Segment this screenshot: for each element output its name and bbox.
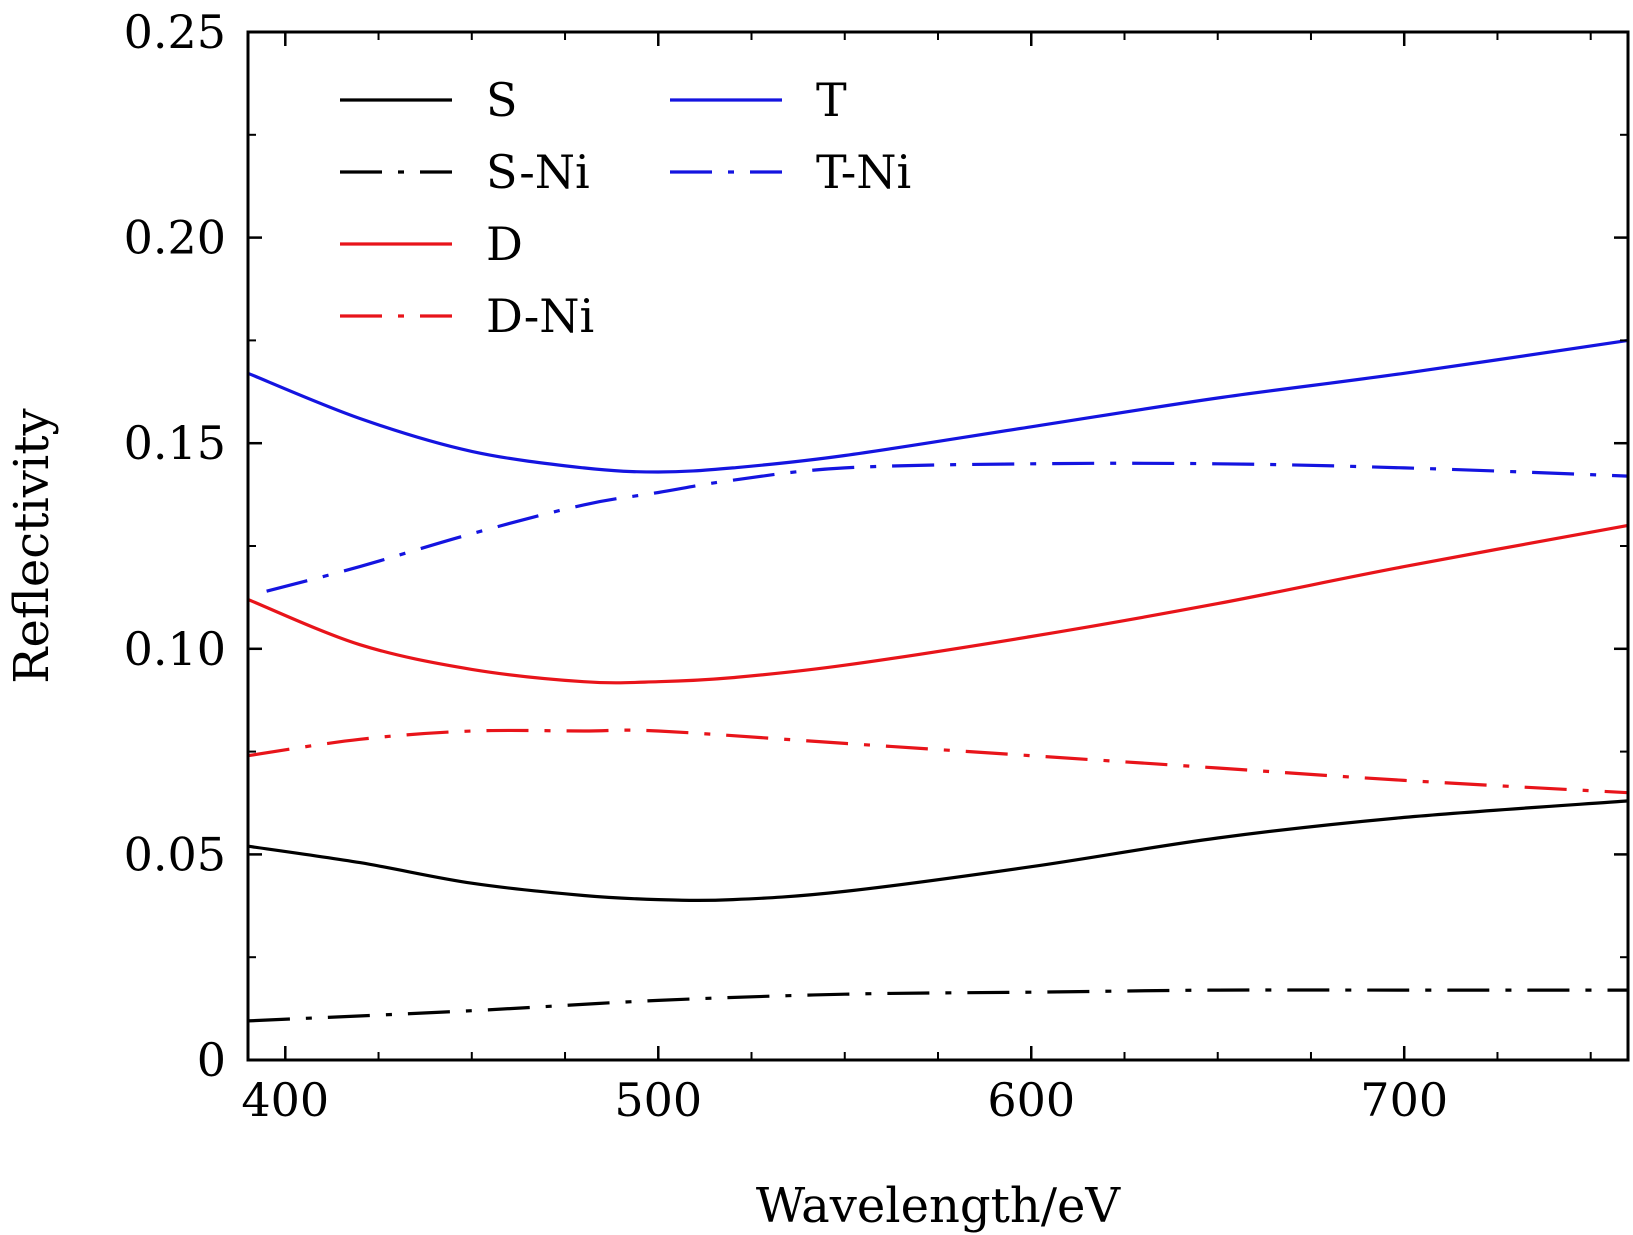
legend-label-t-ni: T-Ni [816,145,911,199]
series-line-d [247,523,1629,685]
series-line-s [247,799,1629,903]
series-line-t [247,338,1629,474]
x-tick-label: 500 [614,1073,702,1127]
x-tick-label: 700 [1360,1073,1448,1127]
y-tick-label: 0.15 [124,416,226,470]
legend-label-s-ni: S-Ni [486,145,590,199]
x-tick-label: 600 [987,1073,1075,1127]
legend: S S-Ni D D-Ni T T-Ni [340,73,911,343]
x-axis-title: Wavelength/eV [756,1178,1121,1234]
y-tick-label: 0.20 [124,211,226,265]
y-tick-label: 0 [197,1033,226,1087]
series-line-d-ni [247,728,1629,795]
legend-label-t: T [816,73,847,127]
y-tick-label: 0.05 [124,827,226,881]
legend-label-d-ni: D-Ni [486,289,594,343]
legend-label-d: D [486,217,523,271]
y-tick-label: 0.10 [124,622,226,676]
series-line-s-ni [247,988,1628,1023]
series-layer [247,338,1629,1023]
plot-frame [246,30,1630,1062]
ticks-layer: 400 500 600 700 0 0.05 0.10 0.15 0.20 0.25 [124,5,1628,1127]
legend-label-s: S [486,73,518,127]
y-axis-title: Reflectivity [4,408,60,683]
y-tick-label: 0.25 [124,5,226,59]
series-line-t-ni [266,461,1629,593]
x-tick-label: 400 [241,1073,329,1127]
